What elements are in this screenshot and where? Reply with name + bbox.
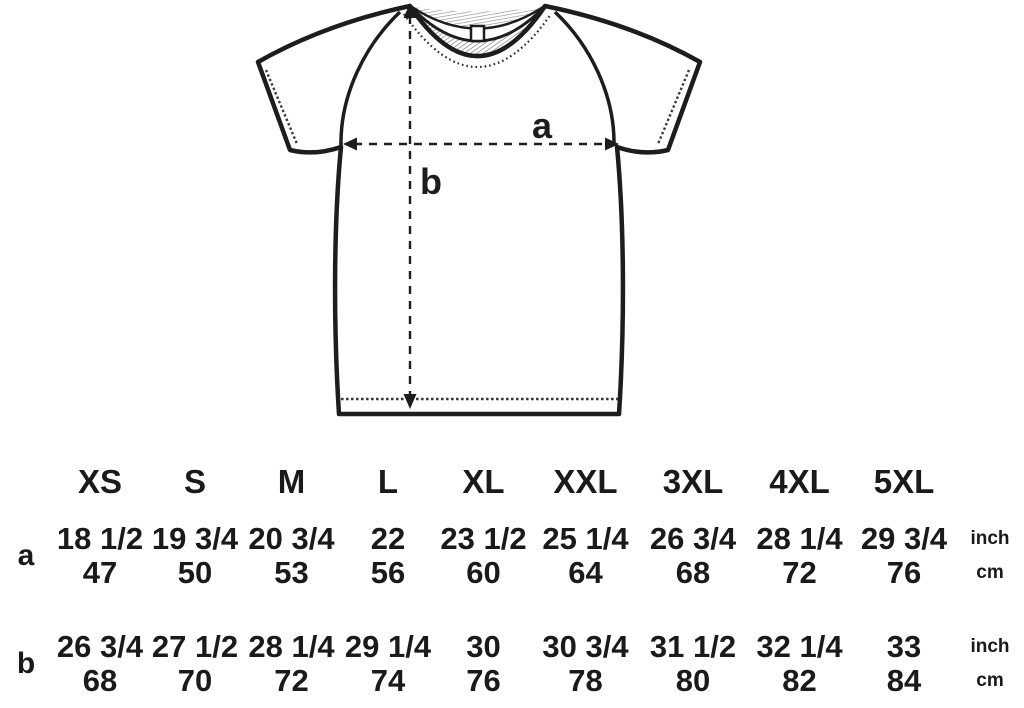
row-label-a: a (17, 539, 35, 572)
value-inch: 32 1/4 (756, 629, 843, 664)
value-cm: 74 (370, 663, 406, 698)
value-inch: 27 1/2 (151, 629, 239, 664)
value-inch: 28 1/4 (756, 521, 843, 556)
arrowhead-up (403, 3, 417, 18)
size-header-3xl: 3XL (662, 463, 724, 500)
value-inch: 25 1/4 (542, 521, 629, 556)
size-header-row: XS S M L XL XXL 3XL 4XL 5XL (0, 458, 1024, 506)
measurement-cell: 32 1/4 82 (747, 630, 852, 698)
value-cm: 76 (886, 555, 922, 590)
measurement-cell: 27 1/2 70 (148, 630, 242, 698)
value-cm: 78 (568, 663, 603, 698)
unit-label-cm: cm (976, 562, 1004, 583)
measurement-label-a: a (532, 105, 553, 146)
value-inch: 18 1/2 (56, 521, 144, 556)
tshirt-diagram-svg: a b (255, 3, 703, 417)
right-sleeve-stitch (656, 69, 691, 145)
value-cm: 50 (177, 555, 213, 590)
measurement-cell: 26 3/4 68 (52, 630, 148, 698)
measurement-cell: 29 1/4 74 (341, 630, 435, 698)
value-cm: 82 (782, 663, 817, 698)
value-cm: 72 (782, 555, 817, 590)
measurement-cell: 20 3/4 53 (242, 522, 341, 590)
measurement-cell: 33 84 (852, 630, 956, 698)
arrowhead-left (343, 137, 357, 151)
size-header-s: S (183, 463, 206, 500)
measurement-row-a: a 18 1/2 47 19 3/4 50 20 3/4 53 22 56 23… (0, 522, 1024, 590)
value-inch: 26 3/4 (56, 629, 144, 664)
units-cell: inch cm (956, 630, 1024, 698)
measurement-cell: 25 1/4 64 (532, 522, 639, 590)
row-label-b: b (16, 647, 36, 680)
value-inch: 28 1/4 (248, 629, 335, 664)
size-header-l: L (377, 463, 399, 500)
size-chart-table: XS S M L XL XXL 3XL 4XL 5XL a 18 1/2 47 … (0, 458, 1024, 698)
collar-outer-edge (408, 4, 547, 59)
measurement-cell: 28 1/4 72 (747, 522, 852, 590)
value-cm: 68 (675, 555, 711, 590)
unit-label-inch: inch (970, 528, 1010, 549)
size-header-m: M (277, 463, 306, 500)
neck-tag (469, 24, 486, 43)
collar-stitch (403, 13, 552, 68)
measurement-row-b: b 26 3/4 68 27 1/2 70 28 1/4 72 29 1/4 7… (0, 630, 1024, 698)
value-inch: 19 3/4 (151, 521, 239, 556)
value-cm: 72 (274, 663, 309, 698)
measurement-cell: 23 1/2 60 (435, 522, 532, 590)
value-cm: 84 (886, 663, 922, 698)
arrowhead-right (605, 137, 619, 151)
measurement-cell: 28 1/4 72 (242, 630, 341, 698)
arrowhead-down (403, 394, 417, 409)
measurement-cell: 19 3/4 50 (148, 522, 242, 590)
measurement-label-b: b (420, 161, 442, 202)
value-cm: 80 (675, 663, 711, 698)
size-header-5xl: 5XL (873, 463, 935, 500)
value-cm: 68 (82, 663, 118, 698)
value-inch: 30 (466, 629, 501, 664)
size-header-xl: XL (462, 463, 505, 500)
size-header-xs: XS (77, 463, 123, 500)
size-header-xxl: XXL (553, 463, 618, 500)
left-sleeve-stitch (264, 69, 299, 145)
value-inch: 26 3/4 (649, 521, 737, 556)
measurement-line-b (403, 3, 417, 409)
value-inch: 29 1/4 (344, 629, 432, 664)
units-cell: inch cm (956, 522, 1024, 590)
value-cm: 70 (177, 663, 213, 698)
value-inch: 31 1/2 (649, 629, 737, 664)
size-header-4xl: 4XL (769, 463, 830, 500)
value-cm: 47 (82, 555, 118, 590)
measurement-cell: 26 3/4 68 (639, 522, 747, 590)
left-armhole-seam (339, 10, 402, 147)
value-inch: 33 (886, 629, 922, 664)
value-cm: 56 (370, 555, 406, 590)
measurement-cell: 29 3/4 76 (852, 522, 956, 590)
value-inch: 20 3/4 (248, 521, 335, 556)
value-inch: 22 (370, 521, 406, 556)
unit-label-inch: inch (970, 636, 1010, 657)
measurement-cell: 30 3/4 78 (532, 630, 639, 698)
tshirt-body-outline (255, 3, 703, 417)
value-cm: 53 (274, 555, 309, 590)
right-armhole-seam (553, 10, 616, 147)
measurement-line-a (343, 137, 619, 151)
measurement-cell: 31 1/2 80 (639, 630, 747, 698)
value-cm: 64 (568, 555, 603, 590)
measurement-cell: 18 1/2 47 (52, 522, 148, 590)
unit-label-cm: cm (976, 670, 1004, 691)
value-inch: 29 3/4 (860, 521, 948, 556)
measurement-cell: 22 56 (341, 522, 435, 590)
tshirt-measurement-diagram: a b (255, 3, 703, 417)
value-inch: 23 1/2 (440, 521, 527, 556)
value-inch: 30 3/4 (542, 629, 629, 664)
measurement-cell: 30 76 (435, 630, 532, 698)
value-cm: 76 (466, 663, 501, 698)
value-cm: 60 (466, 555, 501, 590)
